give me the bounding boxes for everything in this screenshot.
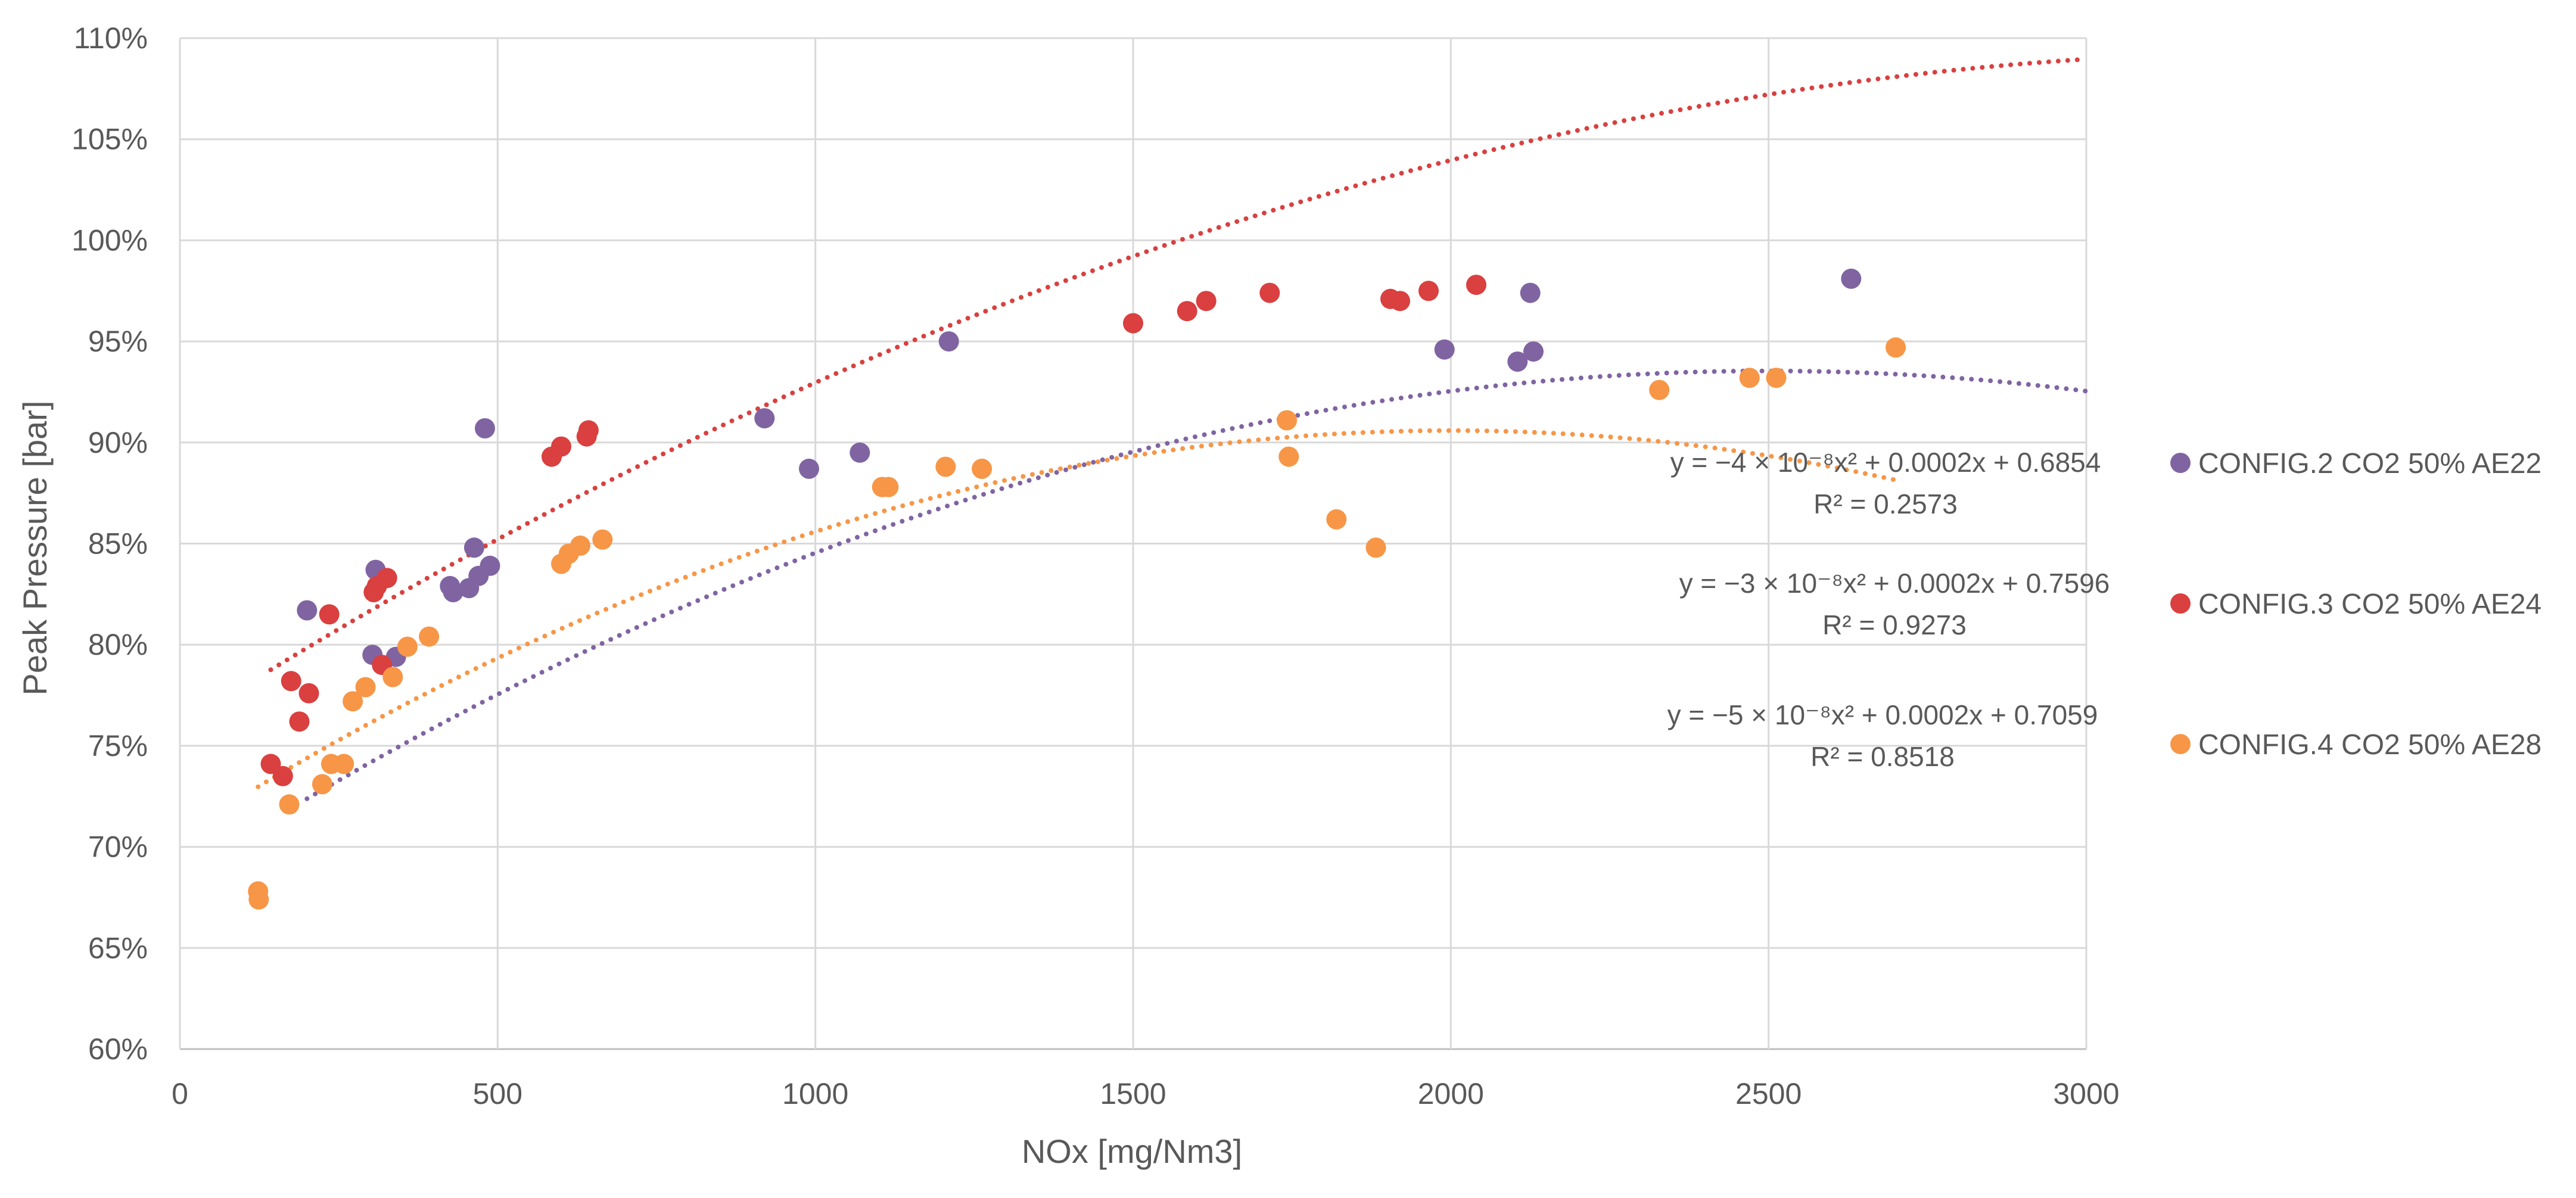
x-tick-label: 1500 [1100,1077,1166,1110]
data-point-config-3 [1418,281,1439,301]
trendline-equation-config-2: y = −4 × 10⁻⁸x² + 0.0002x + 0.6854 [1670,447,2101,478]
trendline-label-config-2: y = −4 × 10⁻⁸x² + 0.0002x + 0.6854 R² = … [1670,447,2101,519]
data-point-config-3 [281,671,301,692]
data-point-config-4 [279,794,300,815]
data-point-config-4 [972,458,993,479]
y-tick-label: 70% [88,830,148,864]
y-tick-label: 65% [88,931,148,964]
data-point-config-2 [297,600,318,621]
data-point-config-4 [334,754,354,774]
data-point-config-4 [419,626,440,647]
data-point-config-4 [1278,446,1299,467]
data-point-config-4 [570,535,590,556]
gridlines [179,37,2087,1050]
x-tick-label: 0 [172,1077,188,1110]
y-tick-label: 100% [71,223,148,257]
y-tick-label: 85% [88,527,148,561]
legend-label-config-3: CONFIG.3 CO2 50% AE24 [2198,589,2541,620]
trendline-config-2 [304,368,2089,801]
data-point-config-2 [475,418,495,438]
data-point-config-3 [272,766,293,786]
y-tick-label: 75% [88,729,148,763]
y-tick-label: 105% [71,123,148,156]
data-point-config-3 [1196,291,1217,312]
trendline-label-config-4: y = −5 × 10⁻⁸x² + 0.0002x + 0.7059 R² = … [1667,699,2098,772]
data-point-config-4 [1326,509,1347,530]
trendlines [256,57,2089,801]
data-point-config-3 [551,436,571,457]
data-point-config-3 [319,604,340,625]
data-point-config-4 [1277,410,1298,431]
data-point-config-3 [1466,275,1486,295]
data-points [248,268,1906,910]
trendline-label-config-3: y = −3 × 10⁻⁸x² + 0.0002x + 0.7596 R² = … [1679,568,2110,640]
data-point-config-3 [1390,291,1410,312]
legend-item-config-3: CONFIG.3 CO2 50% AE24 [2170,589,2541,620]
x-tick-label: 2500 [1735,1077,1802,1110]
tick-labels: 60% 65% 70% 75% 80% 85% 90% 95% 100% 105% 110% 0 500… [71,21,2120,1110]
data-point-config-4 [1649,379,1670,400]
data-point-config-3 [578,420,599,441]
data-point-config-2 [1434,339,1455,360]
data-point-config-2 [1507,351,1528,372]
legend: CONFIG.2 CO2 50% AE22 CONFIG.3 CO2 50% A… [2170,448,2541,761]
y-axis-title: Peak Pressure [bar] [16,401,54,696]
x-axis-title: NOx [mg/Nm3] [1022,1132,1242,1170]
x-tick-label: 3000 [2053,1077,2119,1110]
data-point-config-4 [248,889,269,910]
data-point-config-4 [1365,537,1386,558]
data-point-config-2 [463,537,484,558]
data-point-config-2 [754,408,775,429]
data-point-config-4 [935,456,956,477]
legend-marker-config-4 [2170,734,2191,754]
trendline-equation-config-3: y = −3 × 10⁻⁸x² + 0.0002x + 0.7596 [1679,568,2110,599]
trendline-r2-config-4: R² = 0.8518 [1810,741,1955,772]
data-point-config-2 [1520,282,1541,303]
trendline-config-3 [268,57,2089,673]
data-point-config-2 [850,442,870,463]
data-point-config-4 [878,477,899,497]
legend-marker-config-2 [2170,453,2191,473]
data-point-config-4 [312,774,332,795]
x-tick-label: 2000 [1418,1077,1484,1110]
data-point-config-2 [938,331,959,352]
data-point-config-2 [443,582,463,602]
data-point-config-4 [397,636,418,657]
x-tick-label: 500 [473,1077,522,1110]
data-point-config-4 [382,667,403,687]
data-point-config-2 [480,555,500,576]
data-point-config-3 [1123,313,1143,334]
data-point-config-4 [1739,368,1760,388]
data-point-config-4 [1886,337,1906,358]
y-tick-label: 90% [88,426,148,459]
trendline-r2-config-2: R² = 0.2573 [1813,488,1958,519]
trendline-equation-config-4: y = −5 × 10⁻⁸x² + 0.0002x + 0.7059 [1667,699,2098,730]
data-point-config-4 [355,677,376,698]
x-tick-label: 1000 [782,1077,848,1110]
legend-item-config-2: CONFIG.2 CO2 50% AE22 [2170,448,2541,480]
legend-label-config-2: CONFIG.2 CO2 50% AE22 [2198,448,2541,480]
data-point-config-4 [592,529,613,550]
data-point-config-4 [1766,368,1787,388]
data-point-config-3 [1259,282,1280,303]
data-point-config-2 [1523,341,1544,362]
data-point-config-2 [1841,268,1862,289]
y-tick-label: 110% [74,21,148,55]
data-point-config-3 [289,711,310,732]
data-point-config-4 [343,691,363,712]
data-point-config-3 [298,683,319,704]
data-point-config-3 [1177,301,1197,322]
trendline-config-4 [256,428,1898,789]
y-tick-label: 95% [88,325,148,358]
data-point-config-3 [377,568,397,589]
legend-item-config-4: CONFIG.4 CO2 50% AE28 [2170,729,2541,761]
legend-label-config-4: CONFIG.4 CO2 50% AE28 [2198,729,2541,761]
y-tick-label: 80% [88,628,148,661]
y-tick-label: 60% [88,1032,148,1066]
trendline-r2-config-3: R² = 0.9273 [1822,609,1967,640]
legend-marker-config-3 [2170,593,2191,614]
data-point-config-2 [799,458,819,479]
